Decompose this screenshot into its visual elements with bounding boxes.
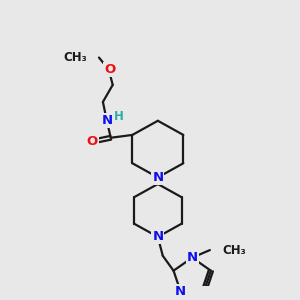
Text: O: O: [104, 63, 116, 76]
Text: N: N: [175, 285, 186, 298]
Text: N: N: [187, 251, 198, 264]
Text: N: N: [152, 230, 164, 243]
Text: O: O: [86, 135, 98, 148]
Text: CH₃: CH₃: [64, 51, 87, 64]
Text: N: N: [152, 171, 164, 184]
Text: H: H: [114, 110, 124, 124]
Text: CH₃: CH₃: [223, 244, 246, 256]
Text: N: N: [101, 114, 112, 127]
